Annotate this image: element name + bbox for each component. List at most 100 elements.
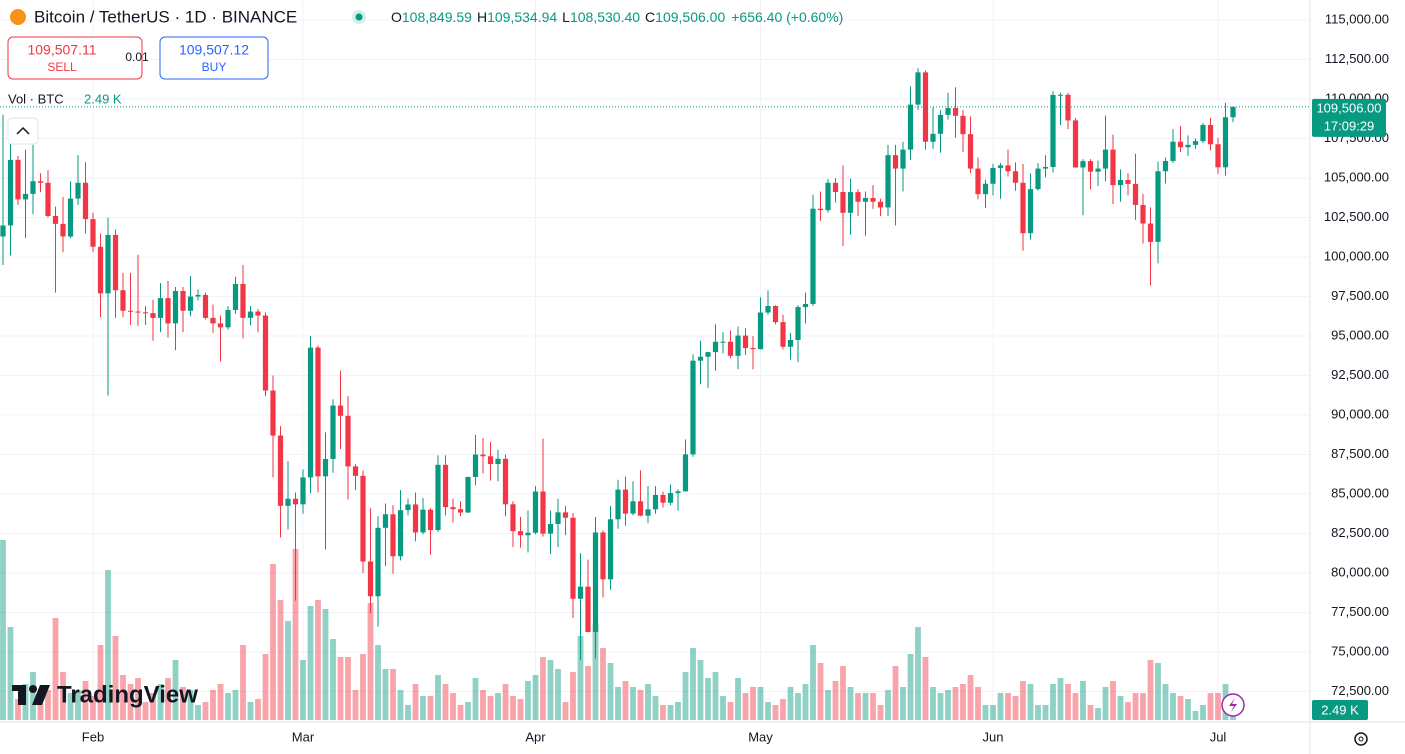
candle-body — [1162, 160, 1169, 172]
candle-body — [142, 312, 149, 314]
volume-bar — [675, 702, 681, 720]
candle-body — [1080, 161, 1086, 168]
volume-bar — [1035, 705, 1041, 720]
volume-bar — [787, 687, 794, 720]
candle-body — [832, 182, 839, 192]
volume-bar — [622, 681, 629, 720]
volume-bar — [472, 678, 479, 720]
candle-body — [742, 335, 749, 349]
candle-body — [945, 108, 951, 115]
candle-body — [1110, 149, 1116, 186]
candle-body — [442, 464, 449, 508]
candle-body — [405, 504, 411, 511]
candle-body — [232, 283, 239, 310]
collapse-button[interactable] — [7, 117, 39, 145]
sell-price: 109,507.11 — [27, 42, 96, 58]
candle-body — [67, 198, 74, 237]
candle-body — [997, 165, 1004, 168]
volume-bar — [652, 696, 659, 720]
volume-bar — [7, 627, 14, 720]
volume-title: Vol · BTC — [8, 91, 64, 106]
candle-body — [390, 514, 396, 557]
candle-body — [765, 306, 771, 313]
candle-body — [495, 458, 501, 465]
candle-body — [547, 524, 554, 534]
candle-body — [277, 435, 284, 506]
candle-body — [487, 456, 494, 465]
candle-body — [630, 501, 636, 514]
volume-bar — [697, 660, 704, 720]
volume-bar — [1140, 693, 1146, 720]
candle-body — [427, 509, 434, 531]
collapse-icon — [16, 126, 30, 135]
volume-bar — [1155, 663, 1161, 720]
candle-body — [757, 312, 764, 350]
volume-bar — [315, 600, 321, 720]
y-tick-label: 75,000.00 — [1331, 643, 1389, 658]
volume-bar — [1020, 681, 1026, 720]
volume-bar — [997, 693, 1004, 720]
volume-bar — [855, 693, 861, 720]
volume-bar — [217, 684, 224, 720]
candle-body — [1140, 204, 1146, 224]
volume-bar — [82, 681, 89, 720]
volume-bar — [922, 657, 929, 720]
volume-bar — [540, 657, 546, 720]
candle-body — [802, 303, 809, 308]
buy-button[interactable] — [159, 36, 269, 80]
candle-body — [1087, 161, 1094, 172]
volume-bar — [937, 693, 944, 720]
candle-body — [262, 315, 269, 391]
volume-bar — [982, 705, 989, 720]
volume-bar — [967, 675, 974, 720]
sell-button[interactable] — [7, 36, 143, 80]
volume-bar — [360, 654, 366, 720]
volume-bar — [442, 684, 449, 720]
volume-bar — [742, 693, 749, 720]
candle-body — [112, 234, 119, 291]
volume-bar — [637, 690, 644, 720]
candle-body — [892, 155, 899, 169]
candle-body — [1147, 223, 1154, 242]
candle-body — [90, 219, 96, 247]
symbol-title[interactable]: Bitcoin / TetherUS · 1D · BINANCE — [34, 7, 297, 26]
buy-label: BUY — [202, 60, 227, 74]
ohlc-key: H — [477, 9, 487, 25]
candle-body — [360, 475, 366, 562]
candle-body — [975, 168, 981, 195]
candle-body — [37, 181, 44, 183]
volume-bar — [67, 693, 74, 720]
volume-bar — [555, 669, 561, 720]
volume-bar — [705, 678, 711, 720]
candle-body — [847, 192, 854, 213]
volume-bar — [810, 645, 816, 720]
candle-body — [1185, 144, 1191, 148]
candle-body — [217, 323, 224, 328]
y-tick-label: 72,500.00 — [1331, 683, 1389, 698]
candle-body — [150, 313, 156, 318]
volume-bar — [172, 660, 179, 720]
volume-bar — [915, 627, 921, 720]
volume-bar — [517, 699, 524, 720]
volume-bar — [900, 687, 906, 720]
candle-body — [607, 519, 614, 580]
candle-body — [435, 464, 441, 531]
candle-body — [795, 307, 801, 340]
settings-icon[interactable] — [1354, 732, 1368, 746]
volume-bar — [990, 705, 996, 720]
candle-body — [375, 527, 381, 597]
candle-layer — [0, 68, 1236, 660]
candle-body — [172, 291, 179, 324]
candle-body — [105, 234, 111, 294]
candle-body — [1050, 94, 1056, 167]
ohlc-value: 108,530.40 — [570, 9, 640, 25]
candle-body — [735, 335, 741, 356]
volume-bar — [30, 672, 36, 720]
volume-bar — [1110, 681, 1116, 720]
volume-bar — [1080, 681, 1086, 720]
y-tick-label: 87,500.00 — [1331, 446, 1389, 461]
candle-body — [712, 341, 719, 353]
volume-bar — [630, 687, 636, 720]
candle-body — [202, 294, 209, 318]
volume-bar — [645, 684, 651, 720]
